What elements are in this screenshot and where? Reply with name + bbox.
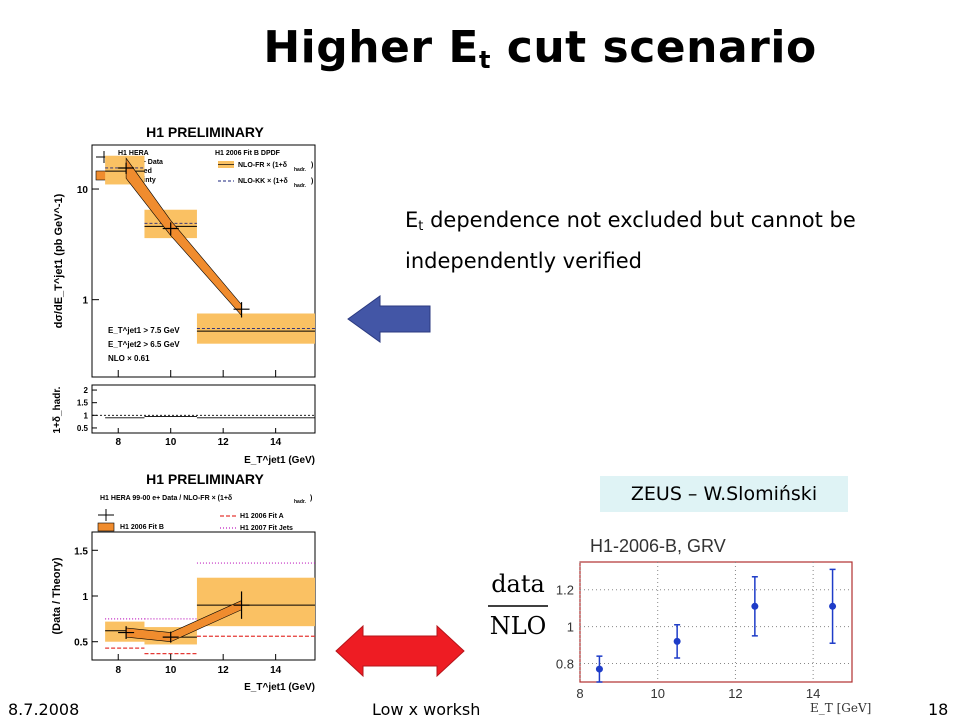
y-tick-label: 1.2 <box>556 583 574 598</box>
legend-fitb-swatch <box>97 522 115 532</box>
page-title: Higher Et cut scenario <box>263 22 817 74</box>
cut-label: E_T^jet2 > 6.5 GeV <box>108 340 180 349</box>
legend-title: H1 2006 Fit B DPDF <box>215 150 281 157</box>
y-tick-label: 1 <box>567 620 574 635</box>
ratio-y-tick-label: 1.5 <box>77 399 89 408</box>
nlo-fr-band <box>196 313 315 344</box>
chart-title: H1-2006-B, GRV <box>590 536 726 556</box>
chart-subtitle: H1 HERA 99-00 e+ Data / NLO-FR × (1+δ <box>100 495 232 502</box>
legend-label-paren: ) <box>311 162 313 169</box>
x-tick-label: 14 <box>270 665 282 676</box>
x-tick-label: 14 <box>270 437 282 448</box>
x-tick-label: 8 <box>115 437 121 448</box>
legend-label: H1 2007 Fit Jets <box>240 525 293 532</box>
legend-label: NLO-FR × (1+δ <box>238 162 287 169</box>
h1-data-theory-chart: H1 PRELIMINARY H1 HERA 99-00 e+ Data / NL… <box>51 471 316 693</box>
y-axis-label: dσ/dE_T^jet1 (pb GeV^-1) <box>53 193 65 328</box>
data-point <box>673 637 681 645</box>
zeus-label: ZEUS – W.Slomiński <box>600 476 848 512</box>
footer-page-number: 18 <box>928 700 949 719</box>
y-tick-label: 1 <box>82 296 88 307</box>
data-point <box>829 602 837 610</box>
x-tick-label: 12 <box>218 665 230 676</box>
ratio-y-tick-label: 2 <box>84 386 89 395</box>
x-tick-label: 12 <box>218 437 230 448</box>
x-tick-label: 10 <box>650 686 664 701</box>
y-tick-label: 1 <box>82 592 88 603</box>
cut-label: NLO × 0.61 <box>108 354 150 363</box>
ratio-y-axis-label: 1+δ_hadr. <box>52 386 63 433</box>
legend-label-sub: hadr. <box>294 183 307 189</box>
y-tick-label: 1.5 <box>74 546 88 557</box>
x-tick-label: 10 <box>165 437 177 448</box>
legend-label: H1 2006 Fit A <box>240 513 284 520</box>
red-double-arrow-icon <box>335 624 465 678</box>
zeus-data-nlo-chart: H1-2006-B, GRV 0.8 1 1.2 8 10 12 14 data NLO E_T [… <box>488 536 871 715</box>
chart-title: H1 PRELIMINARY <box>146 124 264 140</box>
x-tick-label: 14 <box>806 686 820 701</box>
y-tick-label: 10 <box>77 185 89 196</box>
chart-subtitle-sub: hadr. <box>294 499 307 505</box>
ratio-frame <box>91 384 316 434</box>
plot-frame <box>91 144 316 378</box>
legend-label-paren: ) <box>311 178 313 185</box>
y-axis-label-numerator: data <box>491 570 545 598</box>
x-axis-label: E_T^jet1 (GeV) <box>244 682 315 693</box>
x-axis-label: E_T [GeV] <box>810 701 871 715</box>
data-point <box>595 665 603 673</box>
legend-label: H1 2006 Fit B <box>120 524 164 531</box>
chart-subtitle-paren: ) <box>310 495 312 502</box>
blue-arrow-icon <box>347 295 431 343</box>
x-tick-label: 8 <box>576 686 583 701</box>
legend-label-sub: hadr. <box>294 167 307 173</box>
x-tick-label: 8 <box>115 665 121 676</box>
data-point <box>751 602 759 610</box>
legend-label: NLO-KK × (1+δ <box>238 178 288 185</box>
x-tick-label: 10 <box>165 665 177 676</box>
x-axis-label: E_T^jet1 (GeV) <box>244 455 315 466</box>
cut-label: E_T^jet1 > 7.5 GeV <box>108 326 180 335</box>
y-axis-label-denominator: NLO <box>490 612 547 640</box>
y-tick-label: 0.8 <box>556 657 574 672</box>
legend-label: H1 HERA <box>118 150 149 157</box>
ratio-y-tick-label: 1 <box>84 411 89 420</box>
x-tick-label: 12 <box>728 686 742 701</box>
footer-date: 8.7.2008 <box>8 700 80 719</box>
y-tick-label: 0.5 <box>74 638 88 649</box>
footer-workshop: Low x workshop <box>372 700 480 719</box>
chart-title: H1 PRELIMINARY <box>146 471 264 487</box>
remark-text: Et dependence not excluded but cannot be… <box>405 208 856 273</box>
ratio-y-tick-label: 0.5 <box>77 424 89 433</box>
y-axis-label: (Data / Theory) <box>51 557 63 634</box>
